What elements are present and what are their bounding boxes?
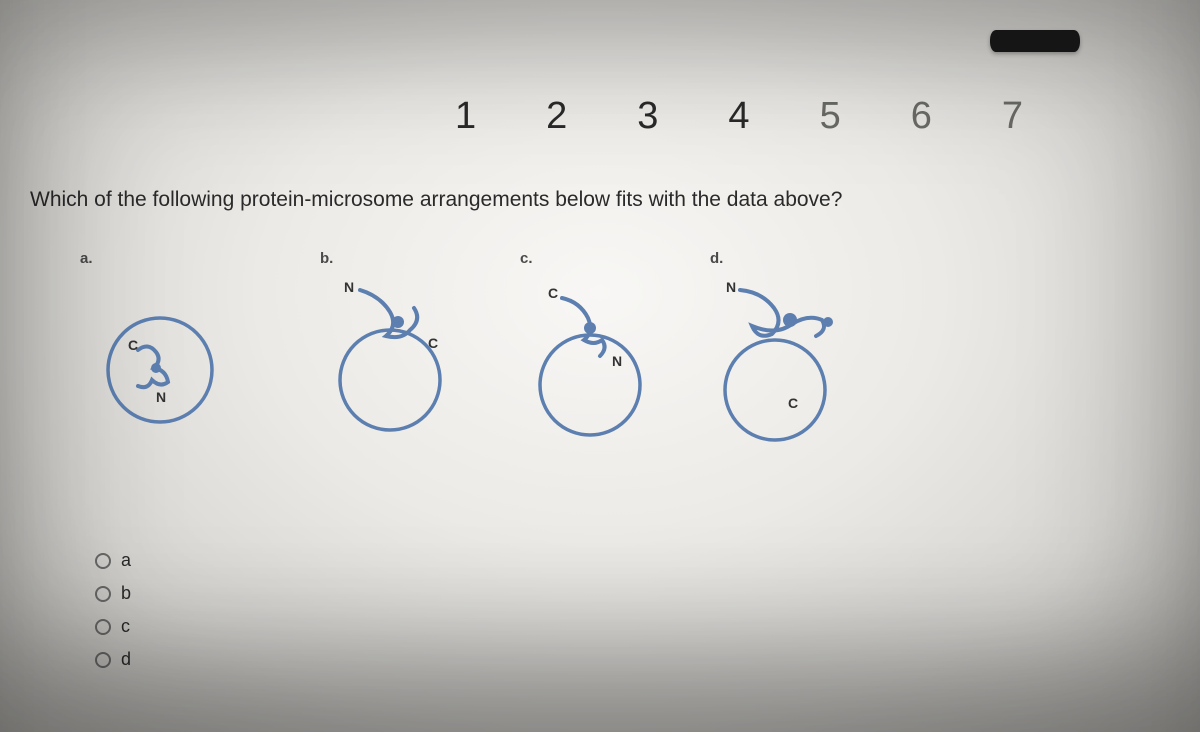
n-terminus-label: N (612, 353, 622, 369)
radio-label: d (121, 649, 131, 670)
diagram-option-a: a. C N (60, 250, 260, 450)
diagram-label-d: d. (710, 250, 723, 267)
c-terminus-label: C (128, 337, 138, 353)
radio-option-a[interactable]: a (95, 550, 131, 571)
page-num[interactable]: 5 (820, 95, 841, 138)
radio-circle-icon (95, 652, 111, 668)
n-terminus-label: N (344, 279, 354, 295)
radio-option-d[interactable]: d (95, 649, 131, 670)
page-num[interactable]: 4 (728, 95, 749, 138)
radio-circle-icon (95, 553, 111, 569)
diagram-option-d: d. N C (680, 250, 880, 450)
diagram-b-svg: N C (290, 250, 490, 450)
page-num[interactable]: 3 (637, 95, 658, 138)
radio-circle-icon (95, 586, 111, 602)
radio-option-c[interactable]: c (95, 616, 131, 637)
diagram-c-svg: C N (490, 250, 690, 450)
redaction-mark (990, 30, 1080, 52)
quiz-screenshot: 1 2 3 4 5 6 7 Which of the following pro… (0, 0, 1200, 732)
n-terminus-label: N (156, 389, 166, 405)
radio-option-b[interactable]: b (95, 583, 131, 604)
page-num[interactable]: 1 (455, 95, 476, 138)
radio-circle-icon (95, 619, 111, 635)
c-terminus-label: C (428, 335, 438, 351)
radio-label: a (121, 550, 131, 571)
radio-label: c (121, 616, 130, 637)
diagram-label-b: b. (320, 250, 333, 267)
page-num[interactable]: 6 (911, 95, 932, 138)
answer-radios: a b c d (95, 550, 131, 670)
question-text: Which of the following protein-microsome… (30, 188, 842, 212)
page-num[interactable]: 7 (1002, 95, 1023, 138)
diagram-label-a: a. (80, 250, 93, 267)
n-terminus-label: N (726, 279, 736, 295)
page-num[interactable]: 2 (546, 95, 567, 138)
diagram-row: a. C N b. N C c. (60, 250, 960, 470)
c-terminus-label: C (788, 395, 798, 411)
diagram-a-svg: C N (60, 250, 260, 450)
c-terminus-label: C (548, 285, 558, 301)
diagram-option-b: b. N C (290, 250, 490, 450)
diagram-option-c: c. C N (490, 250, 690, 450)
diagram-label-c: c. (520, 250, 533, 267)
radio-label: b (121, 583, 131, 604)
page-numbers: 1 2 3 4 5 6 7 (455, 95, 1023, 138)
diagram-d-svg: N C (680, 250, 880, 450)
